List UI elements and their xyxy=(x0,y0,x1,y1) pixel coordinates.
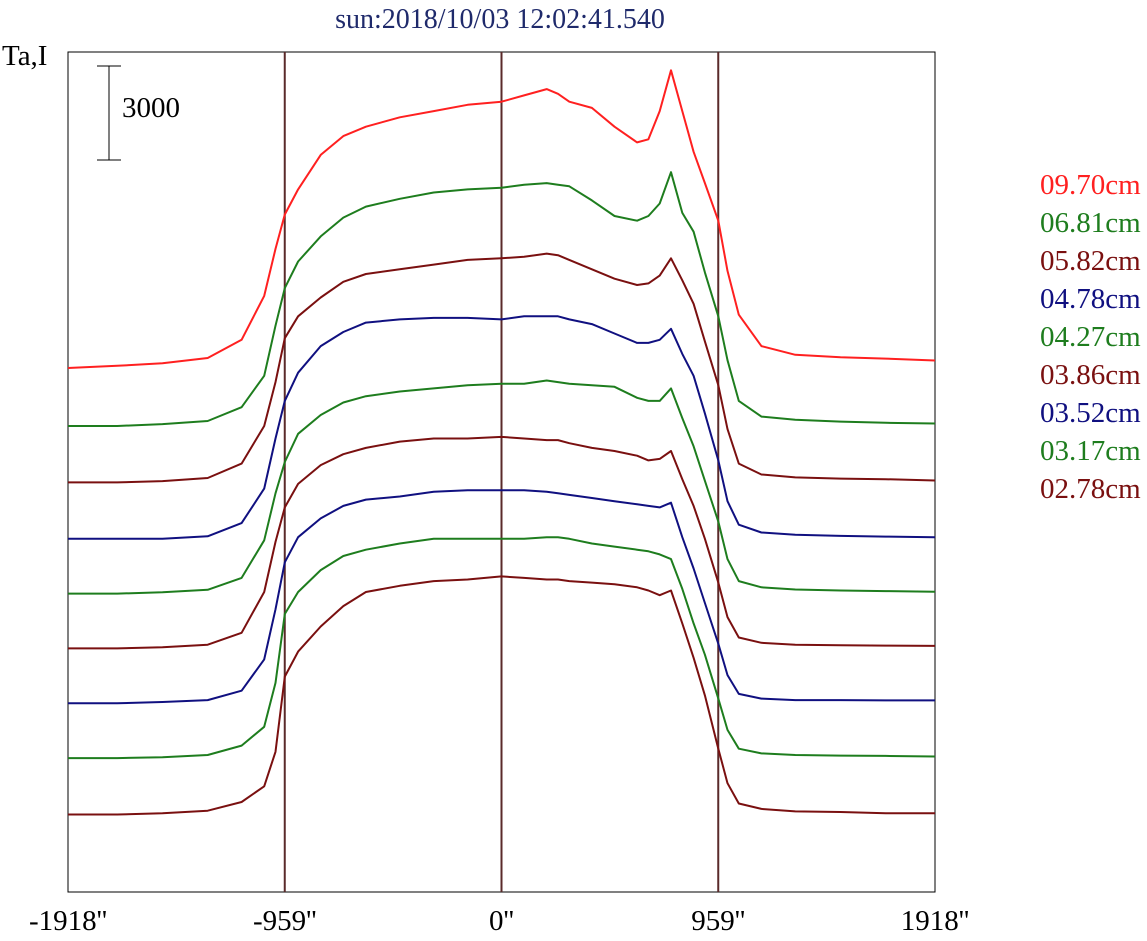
x-tick-label: 1918'' xyxy=(900,905,970,937)
y-axis-label: Ta,I xyxy=(2,40,48,72)
legend-entry: 04.27cm xyxy=(1040,321,1141,353)
scale-bar-label: 3000 xyxy=(122,92,180,124)
legend-entry: 06.81cm xyxy=(1040,207,1141,239)
series-line xyxy=(68,489,935,705)
x-tick-label: 959'' xyxy=(691,905,746,937)
vertical-markers xyxy=(283,52,720,892)
legend-entry: 03.86cm xyxy=(1040,359,1141,391)
legend-entry: 02.78cm xyxy=(1040,473,1141,505)
series-line xyxy=(68,379,936,595)
series-line xyxy=(68,536,936,760)
series-line xyxy=(68,435,936,650)
x-tick-label: 0'' xyxy=(489,905,514,937)
series-line xyxy=(68,171,936,427)
x-tick-label: -959'' xyxy=(252,905,317,937)
series-line xyxy=(68,575,935,816)
series-lines xyxy=(67,69,936,816)
series-line xyxy=(67,69,936,369)
legend-entry: 05.82cm xyxy=(1040,245,1141,277)
scale-bar xyxy=(97,65,121,161)
legend-entry: 04.78cm xyxy=(1040,283,1141,315)
legend-entry: 03.52cm xyxy=(1040,397,1141,429)
x-tick-label: -1918'' xyxy=(28,905,108,937)
series-line xyxy=(68,315,936,540)
chart-title: sun:2018/10/03 12:02:41.540 xyxy=(335,4,665,35)
legend-entry: 03.17cm xyxy=(1040,435,1141,467)
legend-entry: 09.70cm xyxy=(1040,169,1141,201)
legend: 09.70cm 06.81cm 05.82cm 04.78cm 04.27cm 03.86… xyxy=(1040,166,1141,508)
series-line xyxy=(68,252,936,484)
